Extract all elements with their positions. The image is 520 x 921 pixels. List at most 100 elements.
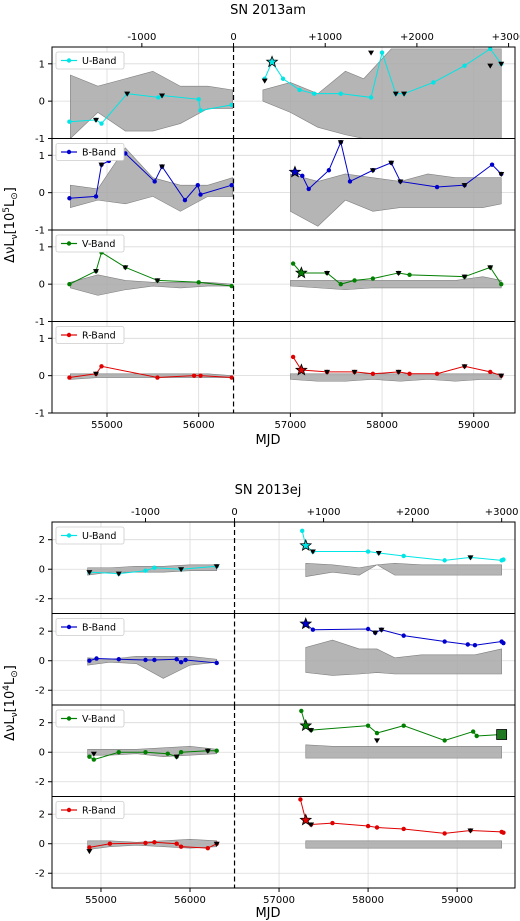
top-axis-tick-label: -1000 [131,507,160,518]
upper-limit-marker [498,61,505,67]
panel-plot-area [52,613,515,705]
uncertainty-band-post [305,840,502,849]
data-point [365,626,371,632]
detection-star-marker [294,363,308,376]
data-point [407,371,412,376]
y-axis-tick-label: 1 [39,151,45,162]
data-point [431,80,436,85]
upper-limit-marker [213,841,220,847]
detection-star-marker [294,266,308,279]
data-point [338,281,344,287]
y-axis-tick-label: -1 [35,317,45,328]
upper-limit-marker [392,91,399,97]
uncertainty-band-post [290,173,502,227]
upper-limit-marker [308,822,315,828]
chart-sn2013ej: SN 2013ej MJD ΔνLν[104L⊙] -1000 0 +1000 +20… [2,483,519,921]
legend-label: V-Band [82,714,115,725]
data-point [67,196,72,201]
data-point [198,108,203,113]
legend-label: V-Band [82,239,115,250]
data-point [300,173,305,179]
x-axis-tick-label: 58000 [352,895,384,906]
y-axis-tick-label: 1 [39,59,45,70]
data-point [370,276,376,281]
panel-v-band: -2 0 2 V-Band [35,704,516,797]
data-point [182,197,188,203]
uncertainty-band-post [305,744,502,759]
data-point [143,568,148,573]
upper-limit-marker [122,265,129,271]
upper-limit-marker [372,630,379,636]
legend-box [55,326,125,344]
y-axis-tick-label: 0 [39,656,45,667]
data-point [434,184,440,190]
data-point [196,97,201,102]
data-point [347,179,353,184]
data-point [87,754,92,759]
upper-limit-marker [93,371,100,377]
light-curve-line [264,48,502,98]
panel-plot-area [52,796,515,888]
data-point [401,553,406,559]
panel-plot-area [52,522,515,614]
legend: B-Band [55,618,125,636]
legend-swatch-marker [66,533,72,538]
uncertainty-band-pre [87,564,218,576]
legend-label: R-Band [82,331,116,342]
upper-limit-marker [461,274,468,280]
y-axis-tick-label: 2 [39,627,45,638]
uncertainty-band-post [262,48,502,139]
detection-star-marker [299,538,313,552]
legend: U-Band [55,51,125,70]
top-axis-tick-label: -1000 [127,32,156,43]
upper-limit-marker [498,171,505,177]
y-axis-tick-label: -2 [35,686,45,697]
y-axis-tick-label: 0 [39,188,45,199]
data-point [178,750,184,755]
data-point [214,748,219,753]
data-point [198,192,203,197]
data-point [229,182,234,188]
data-point [368,95,374,100]
upper-limit-marker [204,748,211,754]
data-point [338,91,344,96]
upper-limit-marker [388,160,395,166]
data-point [183,657,188,663]
upper-limit-marker [159,93,166,99]
data-point [198,373,203,378]
upper-limit-marker [397,179,404,185]
top-axis-tick-label: +3000 [492,32,520,43]
detection-star-marker [299,813,313,826]
data-point [116,750,121,755]
y-axis-tick-label: -1 [35,226,45,237]
y-axis-tick-label: 2 [39,535,45,546]
y-axis-tick-label: 1 [39,334,45,345]
data-point [465,642,471,647]
panel-frame [51,321,516,414]
upper-limit-marker [401,91,408,97]
y-axis-tick-label: 0 [39,280,45,291]
data-point [191,373,197,378]
legend-swatch-marker [66,624,72,630]
top-axis-tick-label: +2000 [400,32,434,43]
upper-limit-marker [395,369,402,375]
data-point [143,657,148,663]
panel-plot-area [52,47,515,139]
legend-swatch-marker [66,58,72,63]
light-curve-line [89,565,217,575]
upper-limit-marker [395,270,402,276]
data-point [462,63,467,68]
data-point [306,186,311,192]
x-axis-tick-label: 59000 [458,420,490,431]
data-point [474,733,479,739]
data-point [501,830,506,835]
upper-limit-marker [378,627,385,633]
data-point [93,194,99,199]
detection-star-marker [288,165,302,178]
data-point [379,50,385,55]
upper-limit-marker [261,78,268,84]
legend: V-Band [55,234,125,253]
panel-plot-area [52,705,515,797]
upper-limit-marker [351,369,358,375]
